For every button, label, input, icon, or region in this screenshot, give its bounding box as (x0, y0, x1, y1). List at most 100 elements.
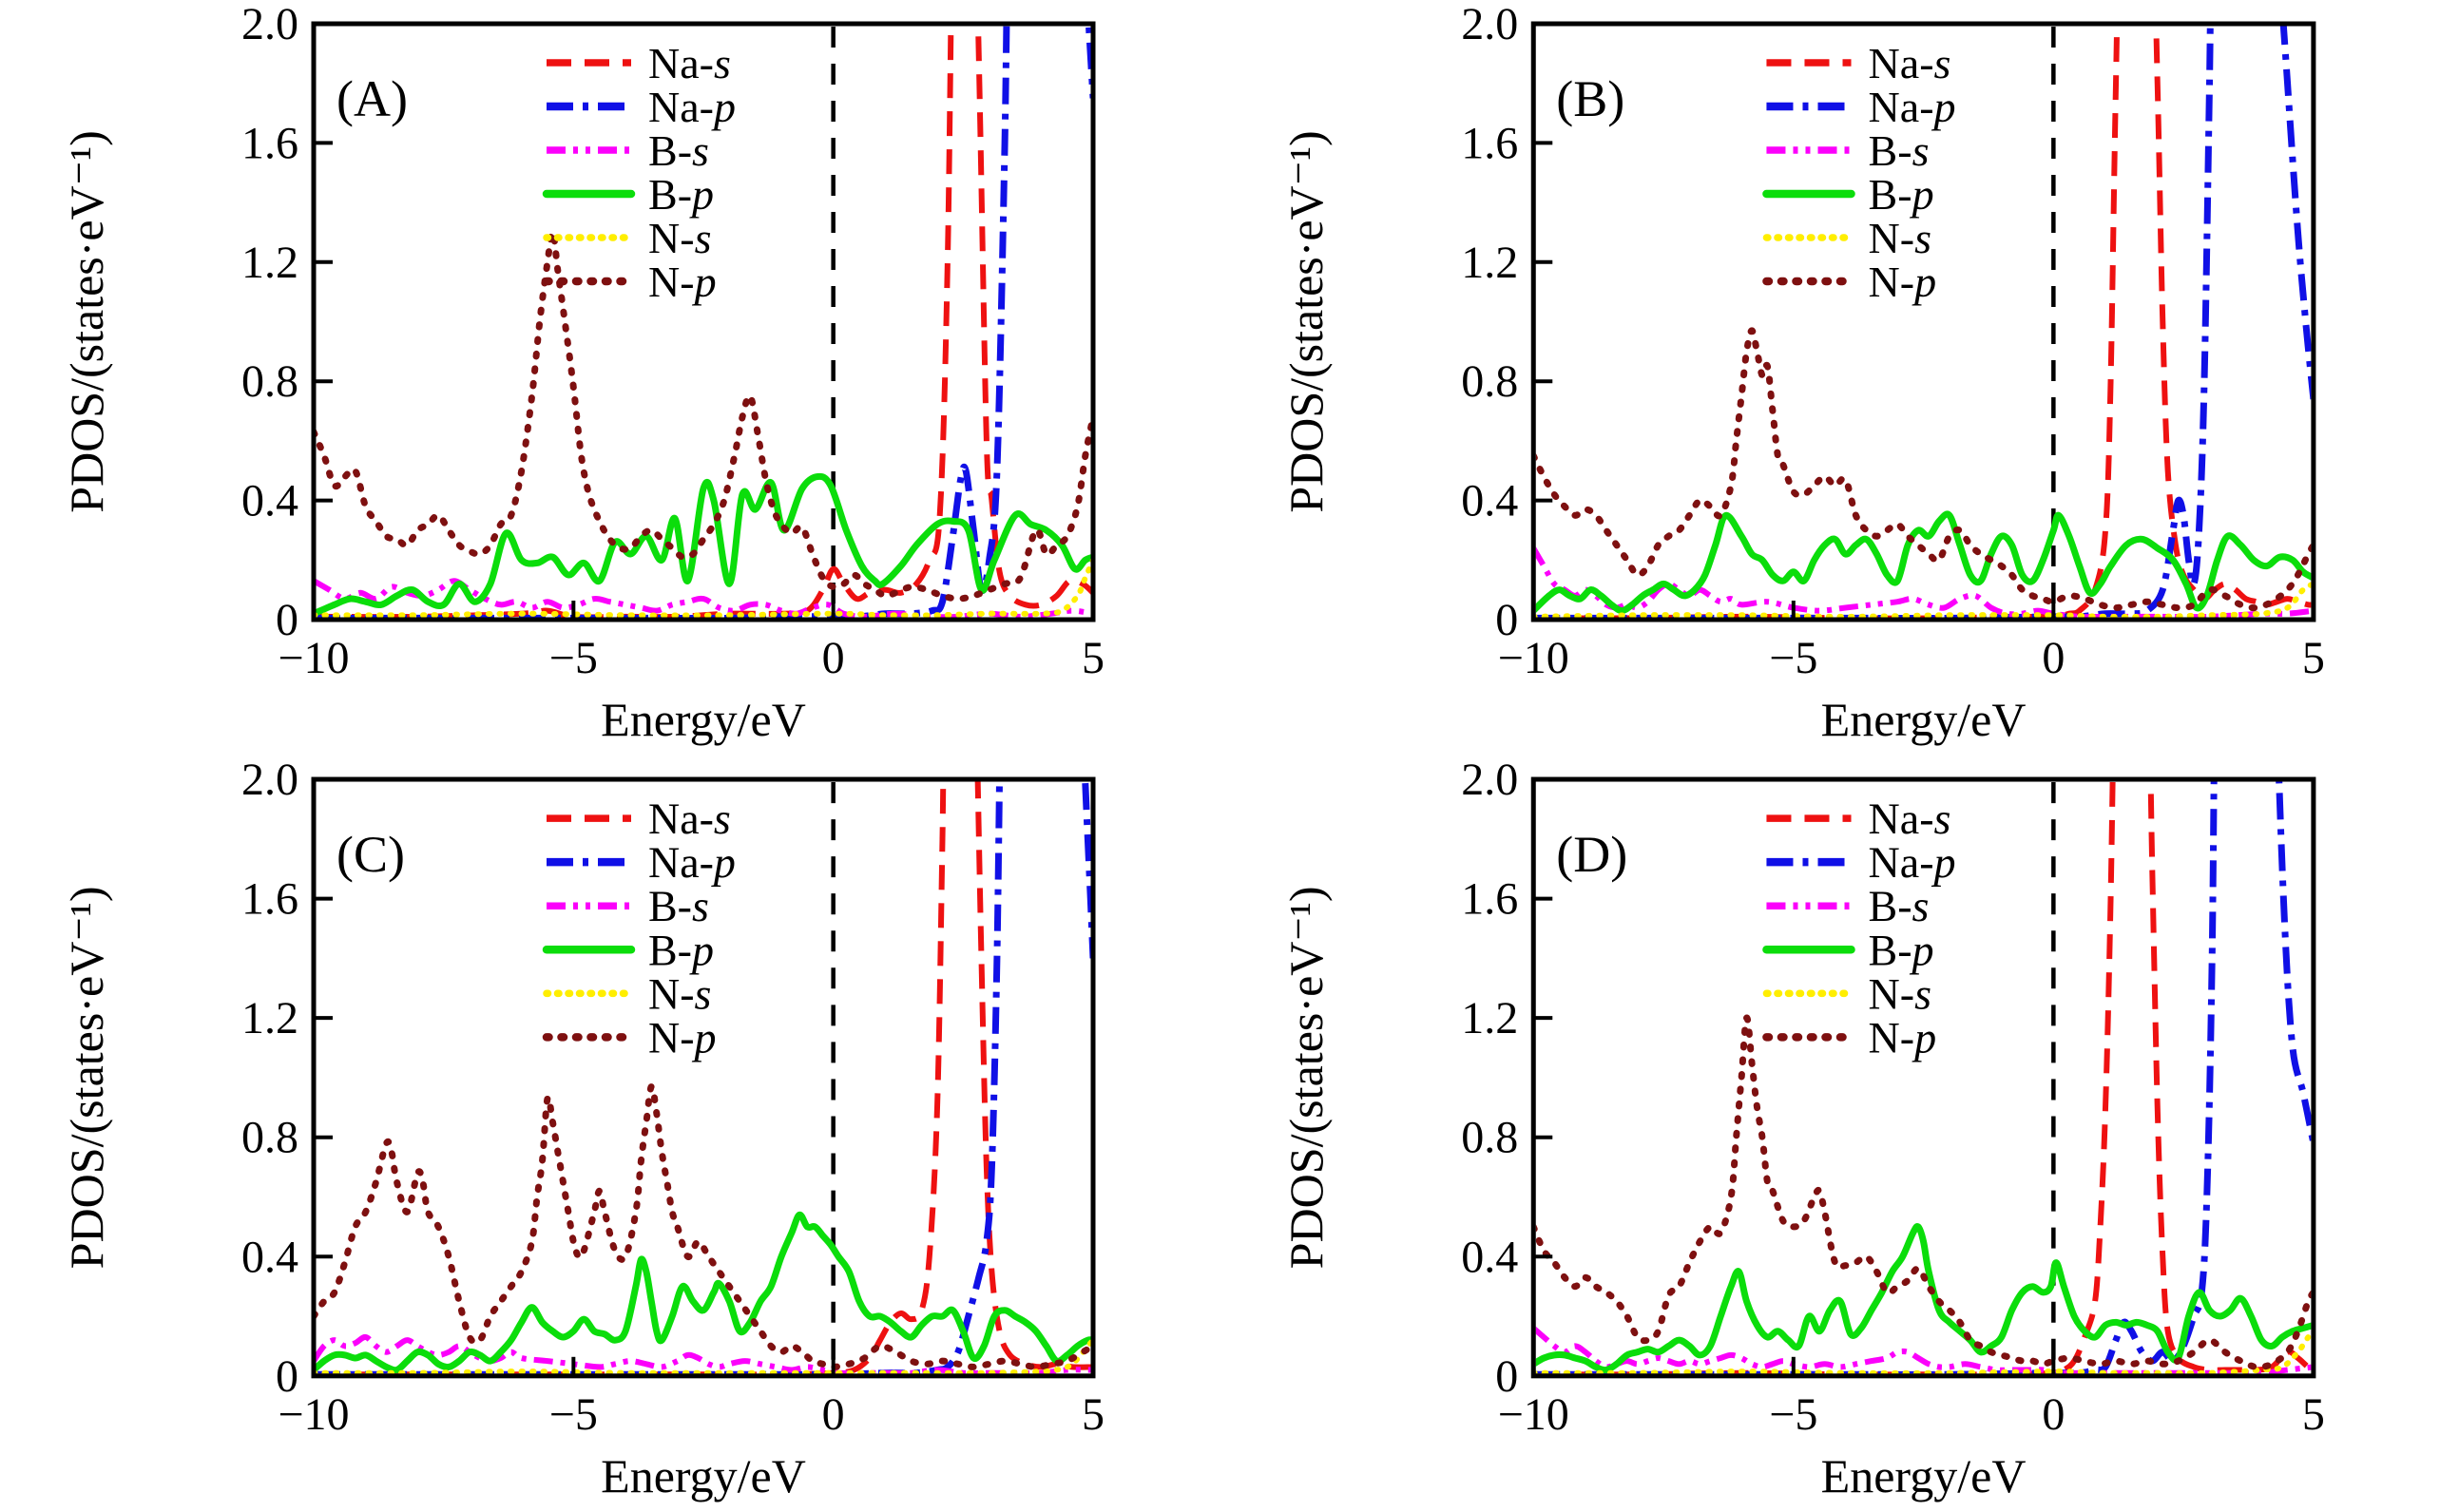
y-tick-label: 1.6 (1461, 118, 1518, 168)
series-N-p-line (316, 1082, 1091, 1370)
legend: Na-sNa-pB-sB-pN-sN-p (1762, 794, 1956, 1062)
series-B-p-line (316, 472, 1091, 617)
panel-D: −10 −5 0 5 0 0.4 0.8 1.2 1.6 2.0 Energy/eV PDOS/(st… (1220, 756, 2440, 1512)
y-tick-label: 2.0 (1461, 0, 1518, 49)
x-tick-label: 5 (2302, 1389, 2325, 1440)
x-tick-label: 0 (822, 633, 845, 683)
y-tick-label: 0.4 (1461, 1232, 1518, 1282)
legend: Na-sNa-pB-sB-pN-sN-p (542, 39, 736, 306)
panel-C-chart: −10 −5 0 5 0 0.4 0.8 1.2 1.6 2.0 Energy/eV PDOS/(st… (0, 756, 1220, 1512)
y-tick-label: 0.8 (241, 1113, 298, 1163)
series-B-p-line (1535, 510, 2312, 615)
y-tick-label: 1.2 (241, 238, 298, 288)
series-Na-s-line (316, 781, 1091, 1374)
series-Na-p-line (1535, 26, 2312, 618)
legend-label: Na-p (648, 83, 736, 131)
legend-label: N-s (1869, 969, 1931, 1018)
legend: Na-sNa-pB-sB-pN-sN-p (1762, 39, 1956, 306)
y-tick-label: 1.2 (241, 993, 298, 1043)
y-tick-label: 1.6 (241, 874, 298, 925)
panel-letter: (D) (1556, 826, 1627, 883)
panel-A: −10 −5 0 5 0 0.4 0.8 1.2 1.6 2.0 Energy/eV PDOS/(st… (0, 0, 1220, 756)
legend-label: N-p (648, 1013, 717, 1062)
x-tick-label: 0 (2042, 1389, 2065, 1440)
y-axis-label: PDOS/(states·eV⁻¹) (60, 887, 113, 1270)
panel-B: −10 −5 0 5 0 0.4 0.8 1.2 1.6 2.0 Energy/eV PDOS/(st… (1220, 0, 2440, 756)
x-axis-label: Energy/eV (601, 693, 806, 746)
legend-label: B-p (648, 170, 714, 219)
legend: Na-sNa-pB-sB-pN-sN-p (542, 794, 736, 1062)
y-tick-label: 0.8 (1461, 356, 1518, 407)
panel-background (1220, 0, 2440, 756)
legend-label: Na-s (648, 794, 731, 843)
y-tick-label: 2.0 (241, 0, 298, 49)
legend-label: N-p (648, 258, 717, 306)
y-tick-label: 1.2 (1461, 238, 1518, 288)
series-Na-p-line (316, 781, 1091, 1374)
panel-background (0, 0, 1220, 756)
series-N-s-line (1535, 1330, 2312, 1374)
legend-label: N-p (1869, 258, 1937, 306)
legend-label: Na-s (1869, 794, 1951, 843)
series-N-p-line (1535, 1014, 2312, 1371)
y-tick-label: 0.8 (241, 356, 298, 407)
series-Na-s-line (316, 26, 1091, 618)
legend-label: Na-s (648, 39, 731, 87)
y-tick-label: 0 (276, 1351, 298, 1402)
y-tick-label: 0 (1495, 595, 1518, 645)
x-tick-label: 5 (2302, 633, 2325, 683)
x-tick-label: 5 (1082, 1389, 1105, 1440)
y-tick-label: 0.4 (1461, 476, 1518, 526)
legend-label: B-s (1869, 882, 1930, 930)
axes-frame (1530, 776, 2316, 1379)
panel-A-chart: −10 −5 0 5 0 0.4 0.8 1.2 1.6 2.0 Energy/eV PDOS/(st… (0, 0, 1220, 756)
legend-label: Na-p (1869, 838, 1956, 887)
x-axis-label: Energy/eV (1821, 693, 2027, 746)
legend-label: B-p (648, 926, 714, 974)
y-tick-label: 0.4 (241, 476, 298, 526)
panel-D-chart: −10 −5 0 5 0 0.4 0.8 1.2 1.6 2.0 Energy/eV PDOS/(st… (1220, 756, 2440, 1512)
y-tick-label: 0 (1495, 1351, 1518, 1402)
axes-frame (311, 776, 1096, 1379)
series-B-p-line (316, 1211, 1091, 1374)
series-N-s-line (316, 558, 1091, 618)
panel-letter: (A) (336, 70, 408, 127)
x-tick-label: 0 (822, 1389, 845, 1440)
y-tick-label: 0.4 (241, 1232, 298, 1282)
y-axis-label: PDOS/(states·eV⁻¹) (60, 130, 113, 512)
legend-label: B-p (1869, 170, 1934, 219)
panel-background (0, 756, 1220, 1512)
panel-letter: (B) (1556, 70, 1624, 127)
panel-background (1220, 756, 2440, 1512)
legend-label: N-p (1869, 1013, 1937, 1062)
y-tick-label: 1.6 (241, 118, 298, 168)
y-tick-label: 0 (276, 595, 298, 645)
legend-label: Na-s (1869, 39, 1951, 87)
axes-frame (311, 21, 1096, 622)
series-N-p-line (316, 228, 1091, 603)
x-tick-label: −5 (549, 633, 598, 683)
legend-label: B-s (1869, 126, 1930, 175)
x-tick-label: −5 (1769, 1389, 1817, 1440)
x-axis-label: Energy/eV (1821, 1449, 2027, 1502)
legend-label: Na-p (1869, 83, 1956, 131)
legend-label: N-s (648, 969, 711, 1018)
legend-label: B-s (648, 126, 709, 175)
x-tick-label: −5 (549, 1389, 598, 1440)
axes-frame (1530, 21, 2316, 622)
y-tick-label: 0.8 (1461, 1113, 1518, 1163)
y-tick-label: 1.6 (1461, 874, 1518, 925)
x-tick-label: 0 (2042, 633, 2065, 683)
plot-area (316, 26, 1091, 618)
y-tick-label: 1.2 (1461, 993, 1518, 1043)
series-B-s-line (316, 1333, 1091, 1374)
series-N-s-line (316, 1338, 1091, 1374)
x-tick-label: −10 (278, 633, 349, 683)
legend-label: Na-p (648, 838, 736, 887)
x-tick-label: −10 (1498, 633, 1569, 683)
legend-label: B-p (1869, 926, 1934, 974)
panel-B-chart: −10 −5 0 5 0 0.4 0.8 1.2 1.6 2.0 Energy/eV PDOS/(st… (1220, 0, 2440, 756)
plot-area (1535, 781, 2312, 1374)
y-tick-label: 2.0 (1461, 756, 1518, 805)
